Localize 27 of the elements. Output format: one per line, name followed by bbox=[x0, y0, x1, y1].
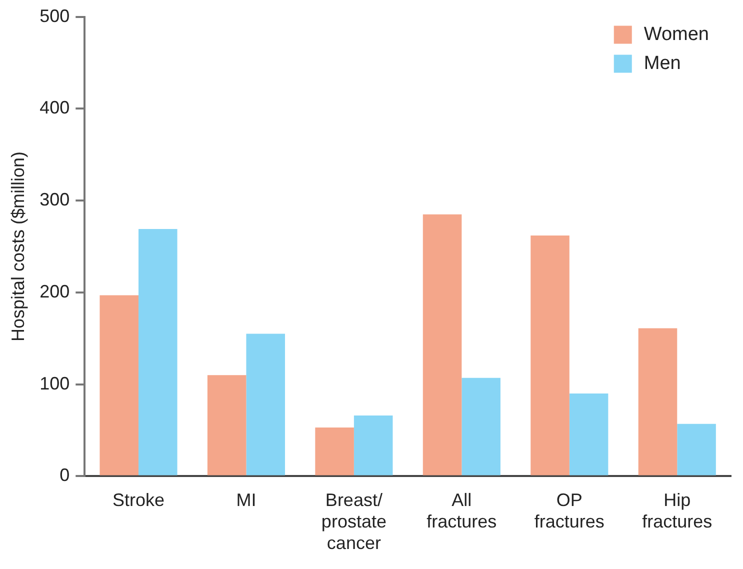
bar bbox=[530, 235, 570, 476]
x-tick-label: Hip fractures bbox=[642, 490, 712, 532]
y-tick-label: 300 bbox=[40, 190, 70, 210]
bar bbox=[422, 214, 462, 476]
bar bbox=[315, 428, 354, 476]
bar bbox=[354, 416, 393, 476]
bar bbox=[138, 229, 178, 476]
bar bbox=[569, 394, 608, 476]
x-tick-label: Breast/ prostate cancer bbox=[321, 490, 386, 554]
x-tick-label: Stroke bbox=[112, 490, 165, 510]
bar bbox=[207, 375, 246, 476]
y-tick-label: 0 bbox=[60, 465, 70, 486]
legend-label: Women bbox=[644, 24, 710, 46]
y-tick-label: 500 bbox=[40, 6, 70, 26]
y-axis-title: Hospital costs ($million) bbox=[8, 151, 28, 342]
legend-label: Men bbox=[644, 53, 681, 74]
bar bbox=[638, 328, 678, 476]
bar bbox=[246, 334, 286, 476]
x-tick-label: MI bbox=[236, 490, 256, 510]
x-tick-label: All fractures bbox=[426, 490, 497, 532]
bar bbox=[677, 424, 716, 476]
y-tick-label: 400 bbox=[40, 98, 70, 118]
x-tick-label: OP fractures bbox=[534, 490, 604, 532]
bar bbox=[100, 295, 138, 476]
bar bbox=[462, 378, 500, 476]
y-tick-label: 100 bbox=[40, 373, 70, 394]
y-tick-label: 200 bbox=[40, 281, 70, 302]
